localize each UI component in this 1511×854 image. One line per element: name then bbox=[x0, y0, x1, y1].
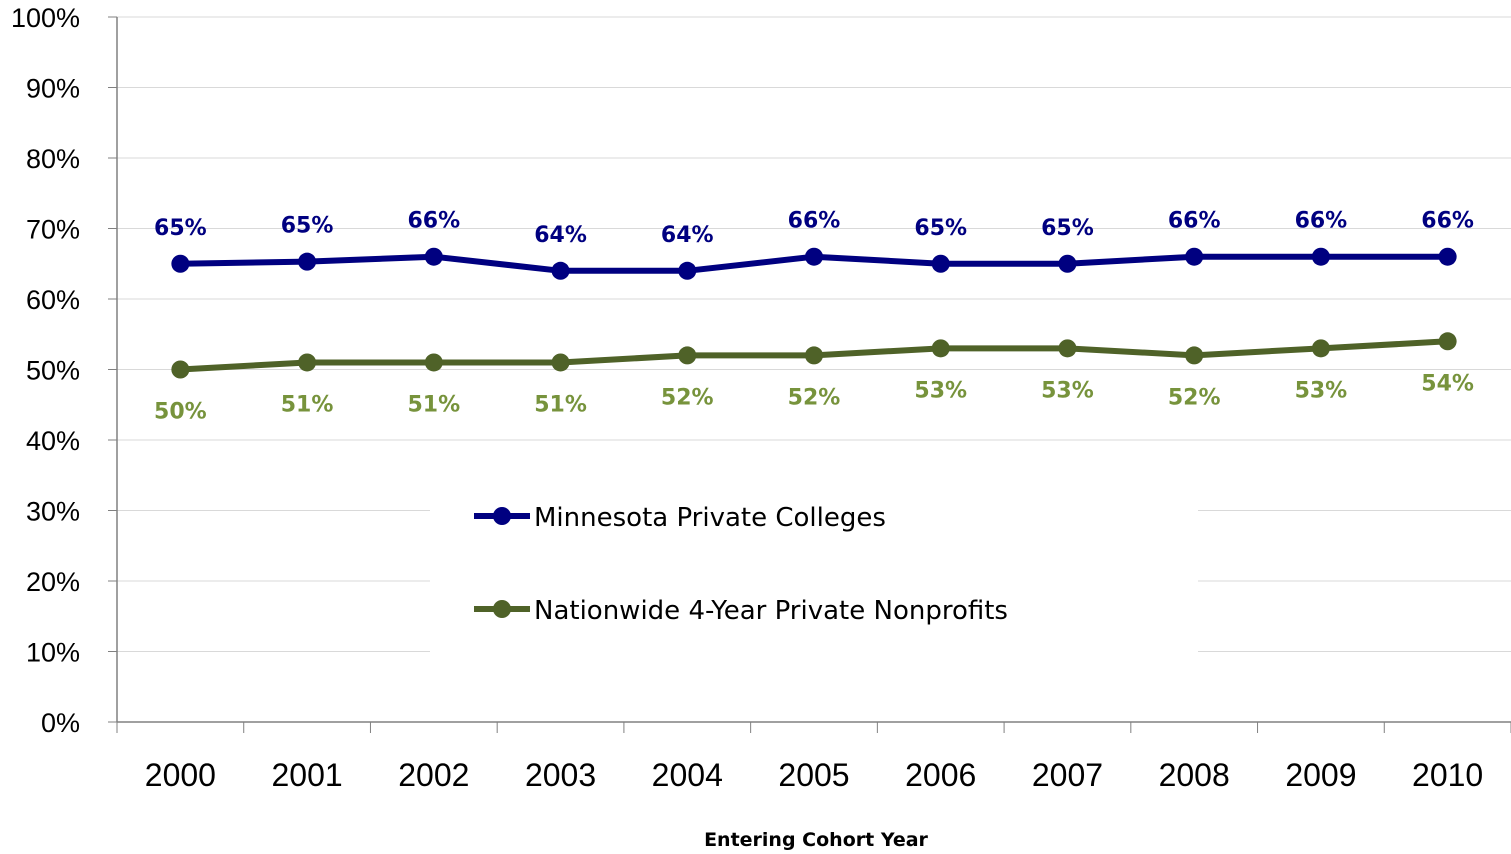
x-tick-label: 2009 bbox=[1285, 757, 1356, 793]
x-tick-label: 2010 bbox=[1412, 757, 1483, 793]
x-tick-label: 2004 bbox=[652, 757, 723, 793]
x-tick-label: 2003 bbox=[525, 757, 596, 793]
data-label: 50% bbox=[154, 400, 207, 425]
data-point bbox=[551, 261, 570, 280]
legend-item-0: Minnesota Private Colleges bbox=[474, 503, 886, 533]
y-tick-label: 40% bbox=[26, 426, 80, 456]
y-axis-tick-labels: 0% 10% 20% 30% 40% 50% 60% 70% 80% 90% 100% bbox=[11, 3, 80, 738]
data-label: 65% bbox=[281, 214, 334, 239]
data-point bbox=[1185, 346, 1204, 365]
y-tick-label: 80% bbox=[26, 144, 80, 174]
y-tick-label: 60% bbox=[26, 285, 80, 315]
data-point bbox=[298, 353, 317, 372]
data-label: 64% bbox=[534, 223, 587, 248]
data-point bbox=[424, 353, 443, 372]
legend: Minnesota Private Colleges Nationwide 4-… bbox=[474, 503, 1008, 626]
x-tick-label: 2002 bbox=[398, 757, 469, 793]
data-point bbox=[678, 261, 697, 280]
data-label: 65% bbox=[154, 216, 207, 241]
data-point bbox=[1058, 254, 1077, 273]
data-point bbox=[1058, 339, 1077, 358]
gridlines bbox=[117, 16, 1511, 652]
data-label: 51% bbox=[407, 392, 460, 417]
data-point bbox=[1311, 247, 1330, 266]
data-label: 53% bbox=[1295, 378, 1348, 403]
y-tick-label: 0% bbox=[41, 708, 80, 738]
data-point bbox=[171, 254, 190, 273]
data-label: 54% bbox=[1421, 371, 1474, 396]
x-tick-label: 2007 bbox=[1032, 757, 1103, 793]
data-label: 65% bbox=[1041, 216, 1094, 241]
data-point bbox=[805, 247, 823, 266]
data-point bbox=[298, 252, 317, 271]
legend-swatch-marker bbox=[493, 507, 511, 525]
data-label: 52% bbox=[1168, 385, 1221, 410]
x-tick-label: 2001 bbox=[271, 757, 342, 793]
data-label: 66% bbox=[1295, 209, 1348, 234]
data-point bbox=[805, 346, 823, 365]
legend-label: Minnesota Private Colleges bbox=[534, 503, 886, 533]
data-label: 51% bbox=[281, 392, 334, 417]
data-point bbox=[931, 339, 950, 358]
y-tick-label: 100% bbox=[11, 3, 80, 33]
data-label: 66% bbox=[407, 209, 460, 234]
data-point bbox=[931, 254, 950, 273]
data-label: 66% bbox=[1421, 209, 1474, 234]
data-label: 53% bbox=[1041, 378, 1094, 403]
x-tick-label: 2005 bbox=[778, 757, 849, 793]
data-label: 65% bbox=[914, 216, 967, 241]
y-tick-label: 90% bbox=[26, 74, 80, 104]
data-point bbox=[1185, 247, 1204, 266]
legend-swatch-marker bbox=[493, 600, 511, 618]
data-label: 66% bbox=[788, 209, 841, 234]
data-label: 52% bbox=[661, 385, 714, 410]
x-axis-title: Entering Cohort Year bbox=[704, 829, 928, 851]
y-tick-label: 20% bbox=[26, 567, 80, 597]
legend-label: Nationwide 4-Year Private Nonprofits bbox=[534, 596, 1008, 626]
data-labels: 65% 65% 66% 64% 64% 66% 65% 65% 66% 66% 66% 50% 51% 5… bbox=[154, 209, 1474, 425]
x-tick-label: 2008 bbox=[1159, 757, 1230, 793]
data-point bbox=[678, 346, 697, 365]
data-point bbox=[1438, 332, 1457, 351]
x-axis-tick-labels: 2000 2001 2002 2003 2004 2005 2006 2007 2008 2009… bbox=[145, 757, 1483, 793]
x-tick-label: 2006 bbox=[905, 757, 976, 793]
y-tick-label: 70% bbox=[26, 215, 80, 245]
y-tick-label: 30% bbox=[26, 497, 80, 527]
data-label: 66% bbox=[1168, 209, 1221, 234]
data-label: 64% bbox=[661, 223, 714, 248]
legend-background bbox=[430, 486, 1198, 656]
data-point bbox=[1311, 339, 1330, 358]
series-lines bbox=[171, 247, 1457, 379]
x-tick-label: 2000 bbox=[145, 757, 216, 793]
data-label: 51% bbox=[534, 392, 587, 417]
data-label: 52% bbox=[788, 385, 841, 410]
data-point bbox=[551, 353, 570, 372]
axes bbox=[108, 16, 1511, 733]
legend-item-1: Nationwide 4-Year Private Nonprofits bbox=[474, 596, 1008, 626]
data-point bbox=[171, 360, 190, 379]
data-point bbox=[424, 247, 443, 266]
data-point bbox=[1438, 247, 1457, 266]
y-tick-label: 50% bbox=[26, 356, 80, 386]
y-tick-label: 10% bbox=[26, 638, 80, 668]
data-label: 53% bbox=[914, 378, 967, 403]
